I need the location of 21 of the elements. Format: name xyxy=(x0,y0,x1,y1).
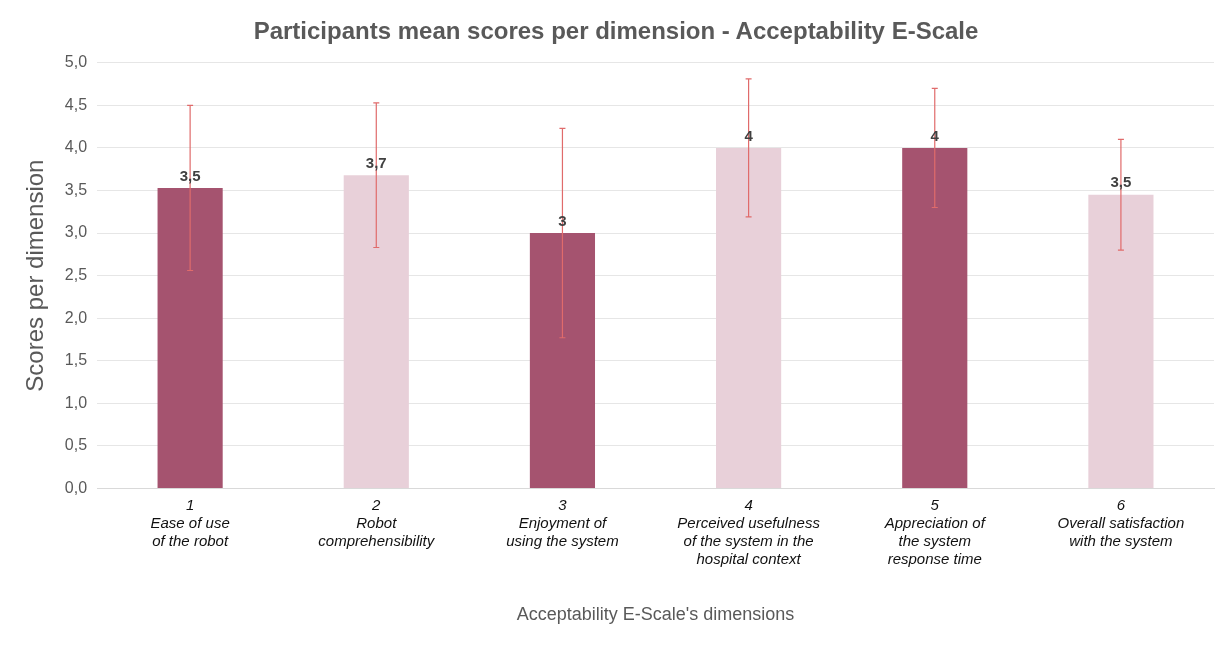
x-tick-label: 6 Overall satisfaction with the system xyxy=(1057,495,1185,549)
x-tick-label: 3 Enjoyment of using the system xyxy=(506,495,619,549)
chart-title: Participants mean scores per dimension - Acceptability E-Scale xyxy=(253,17,979,45)
y-tick-label: 5,0 xyxy=(64,53,88,71)
y-axis-title: Scores per dimension xyxy=(21,159,49,392)
y-tick-label: 2,5 xyxy=(64,266,88,284)
x-tick-label: 1 Ease of use of the robot xyxy=(150,495,230,549)
y-tick-label: 3,0 xyxy=(64,223,88,241)
x-axis-title: Acceptability E-Scale's dimensions xyxy=(516,604,795,625)
y-tick-label: 0,0 xyxy=(64,478,88,496)
data-label: 3,5 xyxy=(1110,173,1132,191)
x-tick-label: 2 Robot comprehensibility xyxy=(318,495,436,549)
y-tick-label: 3,5 xyxy=(64,180,88,198)
y-tick-label: 0,5 xyxy=(64,436,88,454)
x-tick-label: 5 Appreciation of the system response time xyxy=(883,495,987,567)
y-tick-label: 2,0 xyxy=(64,308,88,326)
y-tick-label: 1,0 xyxy=(64,393,88,411)
y-tick-label: 4,5 xyxy=(64,95,88,113)
y-tick-label: 4,0 xyxy=(64,138,88,156)
y-tick-label: 1,5 xyxy=(64,351,88,369)
x-tick-label: 4 Perceived usefulness of the system in the hospital context xyxy=(677,495,821,567)
